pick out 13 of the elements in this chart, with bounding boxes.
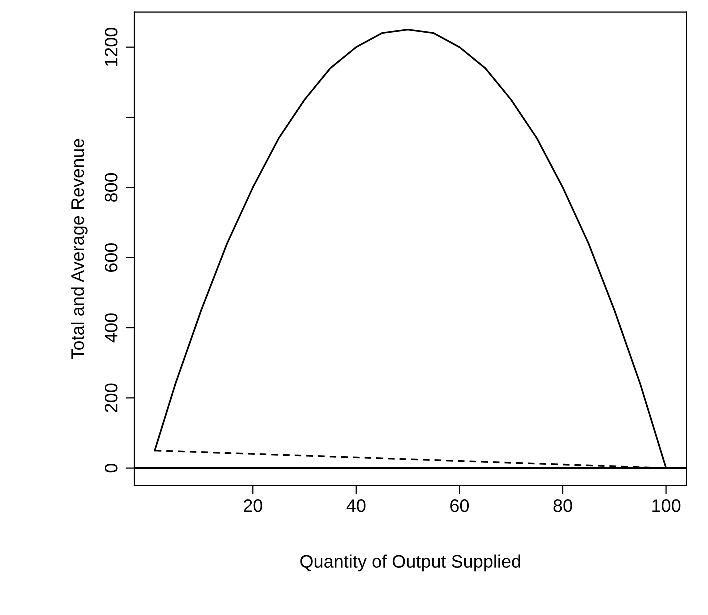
x-tick-label: 80 [554, 500, 572, 512]
y-tick-label: 0 [104, 464, 118, 473]
x-tick-label: 100 [652, 500, 681, 512]
y-tick-label: 1200 [104, 28, 118, 66]
y-tick-label: 800 [104, 173, 118, 202]
y-tick-label: 400 [104, 314, 118, 343]
y-tick-label: 600 [104, 243, 118, 272]
x-axis-title: Quantity of Output Supplied [300, 554, 520, 572]
y-tick-label: 200 [104, 384, 118, 412]
x-tick-label: 40 [346, 500, 366, 512]
x-tick-label: 60 [450, 500, 470, 512]
y-axis-title: Total and Average Revenue [70, 139, 88, 360]
x-tick-label: 20 [244, 500, 262, 512]
